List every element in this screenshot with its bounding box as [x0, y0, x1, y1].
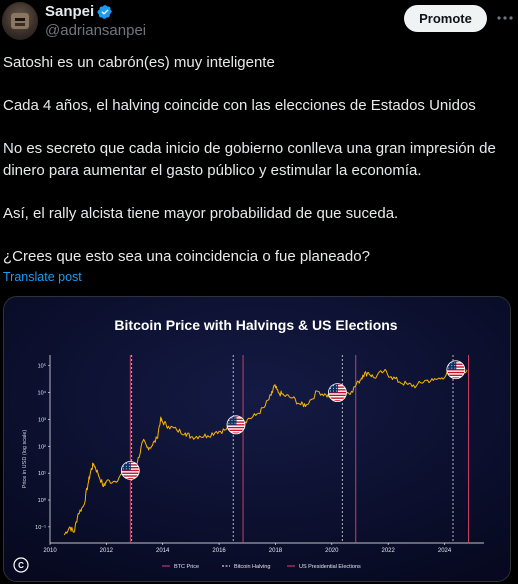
tweet-media-chart[interactable]: Bitcoin Price with Halvings & US Electio… [3, 296, 511, 582]
copyright-icon: C [13, 557, 29, 573]
y-tick-label: 10² [38, 444, 46, 450]
x-tick-label: 2014 [156, 548, 170, 554]
author-display-name[interactable]: Sanpei [45, 3, 95, 20]
svg-text:C: C [18, 561, 24, 570]
chart-y-axis-label: Price in USD (log scale) [22, 430, 28, 489]
us-flag-icon [328, 383, 347, 402]
tweet-paragraph: Así, el rally alcista tiene mayor probab… [3, 204, 399, 222]
tweet-paragraph: Cada 4 años, el halving coincide con las… [3, 97, 476, 114]
chart-title: Bitcoin Price with Halvings & US Electio… [114, 317, 397, 333]
x-tick-label: 2020 [325, 548, 339, 554]
legend-label: Bitcoin Halving [234, 564, 270, 570]
bitcoin-price-chart: Bitcoin Price with Halvings & US Electio… [4, 297, 510, 581]
y-tick-label: 10¹ [38, 471, 46, 477]
author-name-row: Sanpei [45, 3, 113, 20]
y-tick-label: 10³ [38, 417, 46, 423]
us-flag-icon [446, 360, 466, 380]
x-tick-label: 2022 [382, 548, 396, 554]
y-tick-label: 10⁴ [38, 390, 47, 397]
tweet-paragraph: Satoshi es un cabrón(es) muy inteligente [3, 54, 275, 71]
legend-item: US Presidential Elections [287, 564, 361, 570]
avatar[interactable] [2, 2, 38, 40]
tweet-paragraph: No es secreto que cada inicio de gobiern… [3, 140, 496, 179]
x-tick-label: 2010 [43, 548, 57, 554]
legend-label: US Presidential Elections [299, 564, 361, 570]
y-tick-label: 10⁻¹ [35, 525, 46, 531]
y-tick-label: 10⁵ [38, 363, 46, 370]
x-tick-label: 2012 [100, 548, 114, 554]
legend-label: BTC Price [174, 564, 199, 570]
legend-item: BTC Price [162, 564, 199, 570]
tweet-header: Sanpei @adriansanpei Promote [0, 0, 518, 52]
author-handle[interactable]: @adriansanpei [45, 22, 147, 39]
more-horizontal-icon[interactable] [496, 9, 514, 27]
x-tick-label: 2018 [269, 548, 283, 554]
tweet-paragraph: ¿Crees que esto sea una coincidencia o f… [3, 247, 370, 265]
x-tick-label: 2016 [212, 548, 226, 554]
legend-item: Bitcoin Halving [222, 564, 270, 570]
translate-post-link[interactable]: Translate post [3, 270, 82, 284]
us-flag-icon [226, 415, 246, 435]
verified-badge-icon [97, 4, 113, 19]
promote-button[interactable]: Promote [404, 5, 487, 32]
y-tick-label: 10⁰ [38, 497, 47, 504]
tweet-text: Satoshi es un cabrón(es) muy inteligente… [3, 52, 513, 267]
x-tick-label: 2024 [438, 548, 452, 554]
us-flag-icon [120, 461, 140, 480]
